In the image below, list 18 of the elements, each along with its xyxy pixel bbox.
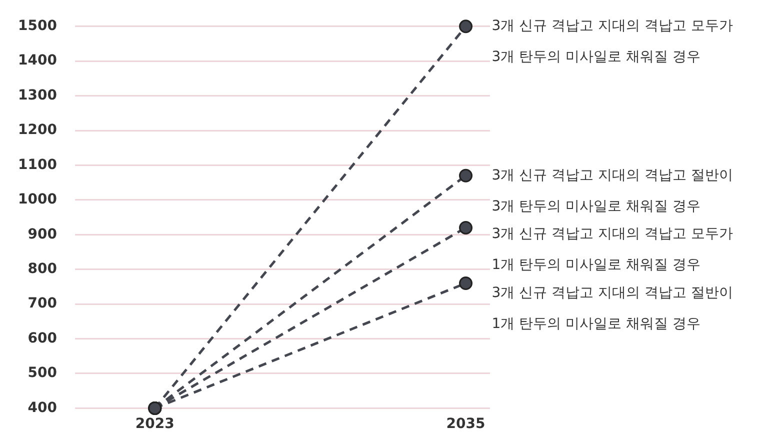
y-tick-label: 1100	[18, 156, 58, 173]
series-label: 3개 신규 격납고 지대의 격납고 모두가 3개 탄두의 미사일로 채워질 경우	[492, 18, 733, 66]
y-tick-label: 1500	[18, 18, 58, 34]
y-tick-label: 400	[28, 400, 58, 416]
y-tick-label: 1400	[18, 52, 58, 69]
x-tick-label: 2035	[446, 416, 486, 432]
y-tick-label: 600	[28, 330, 58, 346]
y-tick-label: 1200	[18, 122, 58, 138]
y-tick-label: 700	[28, 296, 58, 312]
y-tick-label: 800	[28, 261, 58, 278]
series-label: 3개 신규 격납고 지대의 격납고 절반이 1개 탄두의 미사일로 채워질 경우	[492, 285, 733, 332]
y-tick-label: 1000	[18, 192, 58, 208]
series-label: 3개 신규 격납고 지대의 격납고 절반이 3개 탄두의 미사일로 채워질 경우	[492, 167, 733, 214]
y-tick-label: 900	[28, 226, 58, 242]
series-label: 3개 신규 격납고 지대의 격납고 모두가 1개 탄두의 미사일로 채워질 경우	[492, 226, 733, 274]
y-tick-label: 500	[28, 365, 58, 382]
x-tick-label: 2023	[135, 416, 174, 432]
y-tick-label: 1300	[18, 87, 58, 104]
